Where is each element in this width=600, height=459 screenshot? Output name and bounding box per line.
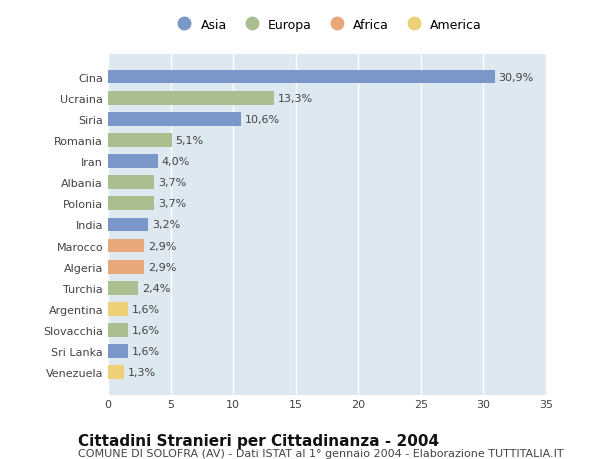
Text: 2,4%: 2,4% [142,283,170,293]
Text: 3,7%: 3,7% [158,199,187,209]
Legend: Asia, Europa, Africa, America: Asia, Europa, Africa, America [167,14,487,37]
Bar [108,71,494,84]
Text: 3,2%: 3,2% [152,220,180,230]
Text: 1,6%: 1,6% [132,325,160,335]
Bar [108,92,274,105]
Bar [108,239,144,253]
Text: 2,9%: 2,9% [148,262,176,272]
Bar [108,281,138,295]
Text: Cittadini Stranieri per Cittadinanza - 2004: Cittadini Stranieri per Cittadinanza - 2… [78,433,439,448]
Text: 13,3%: 13,3% [278,94,313,103]
Bar [108,176,154,190]
Bar [108,345,128,358]
Text: 1,3%: 1,3% [128,368,156,377]
Bar [108,366,124,379]
Bar [108,218,148,232]
Bar [108,134,172,147]
Text: 1,6%: 1,6% [132,304,160,314]
Text: 3,7%: 3,7% [158,178,187,188]
Bar [108,260,144,274]
Text: 30,9%: 30,9% [499,73,533,82]
Bar [108,112,241,126]
Bar [108,155,158,168]
Text: 1,6%: 1,6% [132,347,160,356]
Text: COMUNE DI SOLOFRA (AV) - Dati ISTAT al 1° gennaio 2004 - Elaborazione TUTTITALIA: COMUNE DI SOLOFRA (AV) - Dati ISTAT al 1… [78,448,563,458]
Text: 5,1%: 5,1% [176,135,204,146]
Text: 10,6%: 10,6% [244,115,280,124]
Bar [108,197,154,211]
Text: 2,9%: 2,9% [148,241,176,251]
Bar [108,302,128,316]
Bar [108,324,128,337]
Text: 4,0%: 4,0% [162,157,190,167]
